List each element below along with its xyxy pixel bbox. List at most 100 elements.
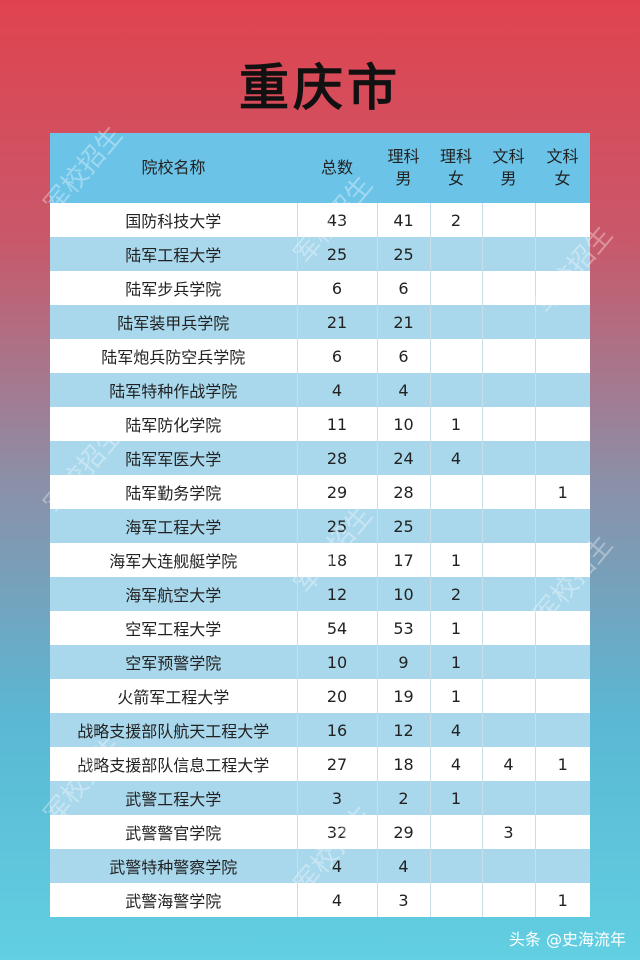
count-cell: 2 [377,781,431,815]
count-cell [535,237,590,271]
count-cell: 10 [377,577,431,611]
table-row: 武警工程大学 3 2 1 [50,781,590,815]
count-cell: 1 [430,645,483,679]
school-name-cell: 战略支援部队航天工程大学 [50,713,298,747]
table-row: 武警特种警察学院 4 4 [50,849,590,883]
table-row: 陆军步兵学院 6 6 [50,271,590,305]
table-row: 战略支援部队信息工程大学 27 18 4 4 1 [50,747,590,781]
table-row: 海军航空大学 12 10 2 [50,577,590,611]
count-cell: 1 [430,611,483,645]
count-cell [535,849,590,883]
table-row: 陆军炮兵防空兵学院 6 6 [50,339,590,373]
count-cell [535,305,590,339]
count-cell [430,509,483,543]
column-header-label: 理科女 [439,147,472,188]
count-cell: 18 [297,543,378,577]
count-cell: 6 [297,339,378,373]
count-cell: 4 [297,849,378,883]
school-name-cell: 陆军工程大学 [50,237,298,271]
count-cell: 1 [430,679,483,713]
source-credit: 头条 @史海流年 [508,930,626,949]
count-cell: 1 [430,407,483,441]
count-cell [535,339,590,373]
count-cell: 4 [430,441,483,475]
count-cell: 4 [297,883,378,917]
school-name-cell: 战略支援部队信息工程大学 [50,747,298,781]
school-name-cell: 海军工程大学 [50,509,298,543]
school-name-cell: 陆军特种作战学院 [50,373,298,407]
school-name-cell: 武警特种警察学院 [50,849,298,883]
count-cell: 19 [377,679,431,713]
admissions-table: 院校名称 总数 理科男 理科女 文科男 文科女 国防科技大学 43 41 2 陆军工程大学 25 25… [50,133,590,917]
count-cell: 4 [430,713,483,747]
table-row: 国防科技大学 43 41 2 [50,203,590,237]
count-cell [482,373,536,407]
table-row: 空军工程大学 54 53 1 [50,611,590,645]
count-cell [482,679,536,713]
page-title: 重庆市 [239,59,401,117]
column-header-label: 文科男 [492,147,525,188]
count-cell: 27 [297,747,378,781]
school-name-cell: 陆军步兵学院 [50,271,298,305]
count-cell: 1 [535,747,590,781]
count-cell [535,679,590,713]
count-cell: 1 [535,883,590,917]
school-name-cell: 武警警官学院 [50,815,298,849]
count-cell: 3 [482,815,536,849]
column-header: 总数 [297,133,377,203]
column-header: 理科女 [430,133,482,203]
count-cell [430,849,483,883]
count-cell [430,883,483,917]
count-cell [535,203,590,237]
count-cell [535,781,590,815]
count-cell [482,407,536,441]
school-name-cell: 武警工程大学 [50,781,298,815]
count-cell: 32 [297,815,378,849]
count-cell: 25 [297,509,378,543]
table-row: 海军工程大学 25 25 [50,509,590,543]
table-row: 武警海警学院 4 3 1 [50,883,590,917]
school-name-cell: 陆军装甲兵学院 [50,305,298,339]
count-cell: 17 [377,543,431,577]
count-cell: 29 [297,475,378,509]
count-cell [482,339,536,373]
count-cell: 25 [377,509,431,543]
count-cell: 12 [297,577,378,611]
count-cell: 53 [377,611,431,645]
count-cell [482,203,536,237]
count-cell [482,883,536,917]
count-cell [482,475,536,509]
table-row: 空军预警学院 10 9 1 [50,645,590,679]
count-cell [430,475,483,509]
school-name-cell: 海军航空大学 [50,577,298,611]
count-cell: 29 [377,815,431,849]
count-cell: 12 [377,713,431,747]
count-cell: 21 [297,305,378,339]
table-row: 火箭军工程大学 20 19 1 [50,679,590,713]
count-cell [535,407,590,441]
count-cell: 3 [297,781,378,815]
school-name-cell: 陆军防化学院 [50,407,298,441]
count-cell: 4 [377,849,431,883]
count-cell: 4 [482,747,536,781]
count-cell [482,849,536,883]
count-cell: 6 [377,339,431,373]
count-cell: 20 [297,679,378,713]
count-cell [535,543,590,577]
table-header: 院校名称 总数 理科男 理科女 文科男 文科女 [50,133,590,203]
column-header: 文科女 [535,133,590,203]
count-cell [430,339,483,373]
column-header: 院校名称 [50,133,297,203]
count-cell [430,373,483,407]
table-row: 海军大连舰艇学院 18 17 1 [50,543,590,577]
count-cell: 11 [297,407,378,441]
count-cell [482,713,536,747]
school-name-cell: 武警海警学院 [50,883,298,917]
count-cell [535,373,590,407]
count-cell [535,645,590,679]
school-name-cell: 空军工程大学 [50,611,298,645]
school-name-cell: 火箭军工程大学 [50,679,298,713]
count-cell: 28 [377,475,431,509]
table-row: 陆军防化学院 11 10 1 [50,407,590,441]
count-cell: 1 [430,781,483,815]
